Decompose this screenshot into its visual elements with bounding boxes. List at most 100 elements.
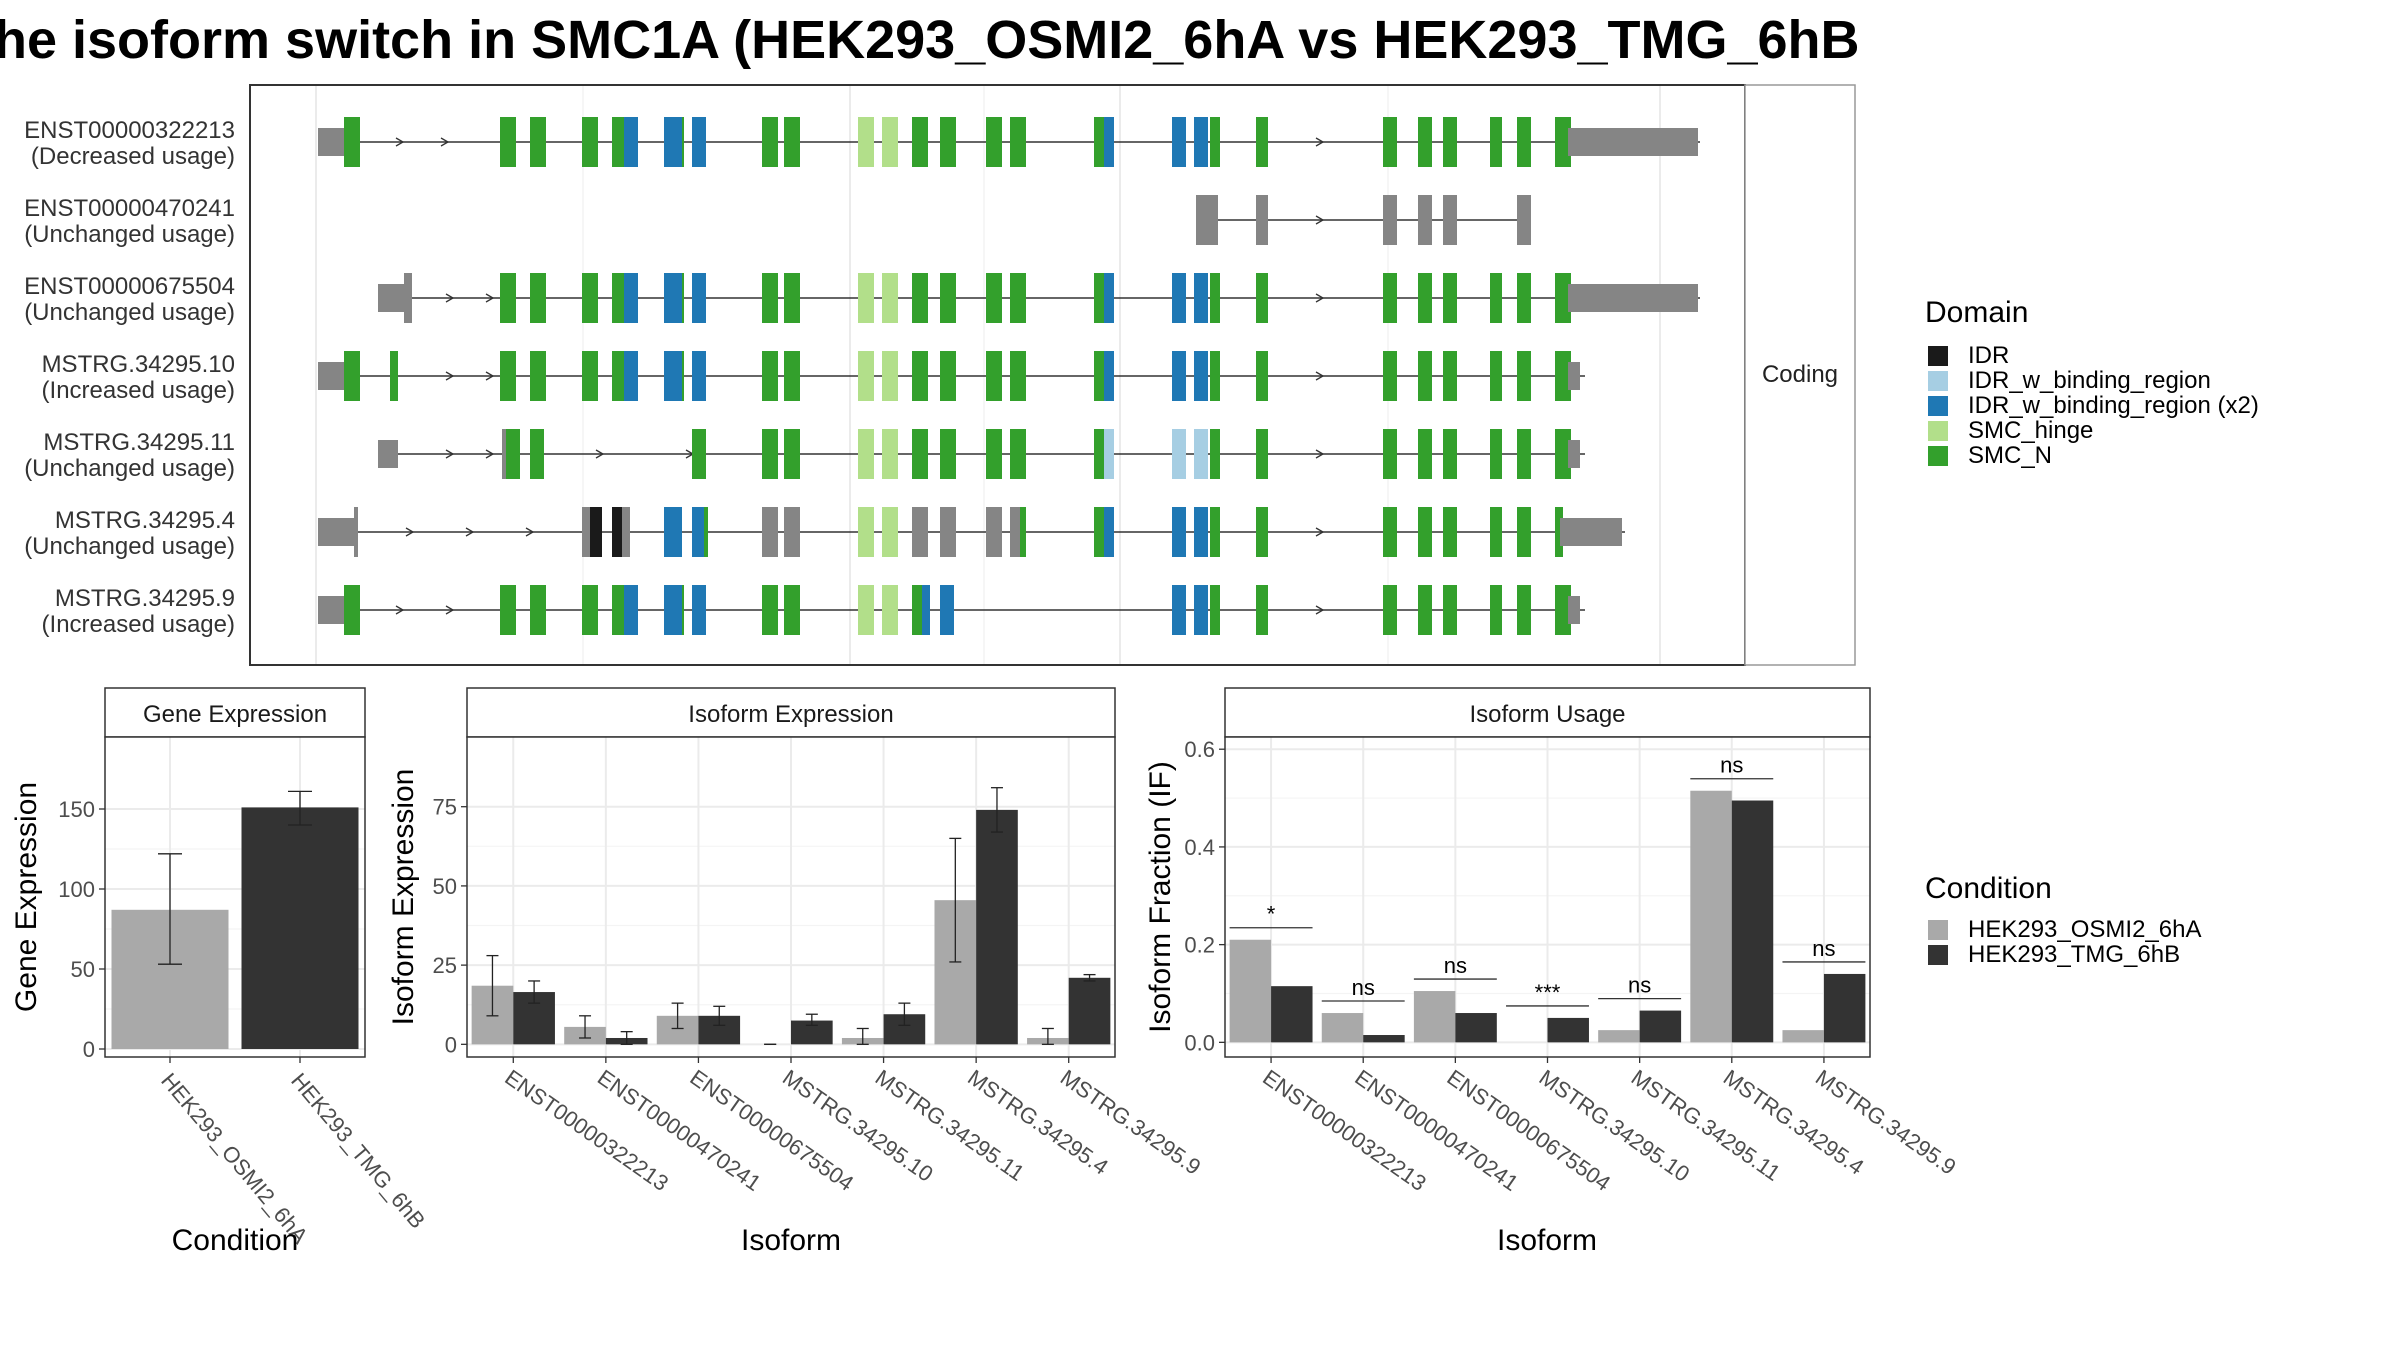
transcript-id-label: ENST00000470241: [24, 195, 235, 222]
exon: [390, 351, 398, 401]
exon: [1104, 351, 1114, 401]
exon: [1210, 351, 1220, 401]
condition-legend-title: Condition: [1925, 872, 2052, 905]
strand-arrow: [395, 137, 405, 147]
exon: [1256, 585, 1268, 635]
transcript-usage-label: (Unchanged usage): [24, 533, 235, 560]
exon: [1104, 429, 1114, 479]
x-tick-label: ENST00000470241: [593, 1065, 766, 1196]
exon: [1383, 195, 1397, 245]
strand-arrow: [1315, 605, 1325, 615]
transcript-usage-label: (Increased usage): [42, 377, 235, 404]
x-tick-label: ENST00000322213: [500, 1065, 673, 1196]
exon: [664, 351, 682, 401]
exon: [762, 429, 778, 479]
exon: [1094, 273, 1106, 323]
transcript-usage-label: (Decreased usage): [31, 143, 235, 170]
exon: [500, 117, 516, 167]
exon: [986, 507, 1002, 557]
exon: [922, 585, 930, 635]
legend-swatch: [1928, 920, 1948, 940]
exon: [1210, 273, 1220, 323]
exon: [1490, 273, 1502, 323]
exon: [940, 351, 956, 401]
exon: [1418, 273, 1432, 323]
exon: [912, 585, 924, 635]
bar: [1271, 986, 1313, 1043]
exon: [882, 351, 898, 401]
exon: [784, 351, 800, 401]
exon: [1517, 585, 1531, 635]
exon: [1194, 273, 1208, 323]
exon: [500, 585, 516, 635]
transcript-rows: [318, 117, 1700, 635]
exon: [664, 273, 682, 323]
bar: [791, 1020, 833, 1045]
exon: [784, 507, 800, 557]
exon: [530, 273, 546, 323]
strand-arrow: [445, 293, 455, 303]
exon: [1418, 195, 1432, 245]
exon: [784, 273, 800, 323]
exon: [1568, 128, 1698, 156]
exon: [986, 273, 1002, 323]
exon: [1196, 195, 1218, 245]
strand-arrow: [1315, 449, 1325, 459]
exon: [1094, 117, 1106, 167]
legend-label: SMC_hinge: [1968, 417, 2093, 444]
exon: [912, 351, 928, 401]
significance-label: ns: [1812, 936, 1835, 961]
domain-legend-title: Domain: [1925, 296, 2028, 329]
exon: [1383, 507, 1397, 557]
x-axis-title: Isoform: [741, 1224, 841, 1257]
y-axis-title: Isoform Fraction (IF): [1144, 761, 1177, 1033]
legend-label: IDR: [1968, 342, 2009, 369]
exon: [1555, 273, 1571, 323]
legend-swatch: [1928, 446, 1948, 466]
transcript-usage-label: (Unchanged usage): [24, 455, 235, 482]
exon: [940, 429, 956, 479]
bar: [241, 807, 359, 1049]
significance-label: ns: [1628, 973, 1651, 998]
exon: [1443, 585, 1457, 635]
exon: [622, 507, 630, 557]
exon: [692, 351, 706, 401]
exon: [318, 518, 358, 546]
y-tick-label: 0: [445, 1032, 457, 1057]
legend-swatch: [1928, 396, 1948, 416]
exon: [344, 351, 360, 401]
exon: [664, 585, 682, 635]
bar: [1413, 991, 1456, 1043]
exon: [1104, 273, 1114, 323]
transcript-id-label: MSTRG.34295.11: [43, 429, 235, 456]
exon: [318, 362, 346, 390]
strand-arrow: [1315, 293, 1325, 303]
exon: [1383, 351, 1397, 401]
exon: [612, 507, 622, 557]
legend-swatch: [1928, 421, 1948, 441]
exon: [344, 117, 360, 167]
bar: [1321, 1013, 1364, 1043]
exon: [1490, 507, 1502, 557]
gene-expression-chart: Gene Expression 0 50 100 150 HEK293_OSMI2_6hA…: [10, 687, 430, 1257]
exon: [1010, 273, 1026, 323]
exon: [858, 117, 874, 167]
y-tick-label: 150: [58, 797, 95, 822]
legend-label: HEK293_TMG_6hB: [1968, 941, 2180, 968]
transcript-id-label: ENST00000675504: [24, 273, 235, 300]
exon: [318, 128, 346, 156]
y-tick-label: 0.0: [1184, 1030, 1215, 1055]
bar: [1455, 1013, 1497, 1043]
exon: [1010, 429, 1026, 479]
transcript-row: [318, 351, 1585, 401]
exon: [1194, 429, 1208, 479]
y-tick-label: 50: [433, 874, 457, 899]
exon: [784, 117, 800, 167]
coding-strip: [1744, 84, 1856, 666]
exon: [1490, 585, 1502, 635]
transcript-usage-label: (Unchanged usage): [24, 299, 235, 326]
exon: [858, 429, 874, 479]
exon: [1210, 117, 1220, 167]
